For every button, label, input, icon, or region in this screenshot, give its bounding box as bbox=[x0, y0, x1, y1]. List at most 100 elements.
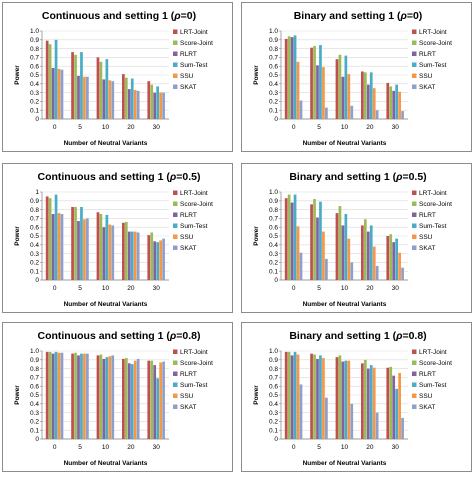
y-tick-label: 0.9 bbox=[269, 357, 278, 364]
bar-skat-30 bbox=[401, 417, 404, 439]
bar-skat-20 bbox=[136, 358, 140, 439]
y-tick-label: 0.5 bbox=[269, 233, 278, 240]
legend: LRT-Joint Score-Joint RLRT Sum-Test SSU SKAT bbox=[412, 349, 452, 411]
bar-lrt-joint-30 bbox=[386, 367, 390, 439]
bar-score-joint-0 bbox=[287, 351, 291, 439]
bar-sum-test-0 bbox=[293, 35, 297, 119]
legend-label: SKAT bbox=[180, 404, 197, 411]
bar-rlrt-5 bbox=[77, 355, 80, 439]
legend-swatch bbox=[412, 382, 417, 387]
bar-skat-20 bbox=[375, 265, 379, 280]
legend: LRT-Joint Score-Joint RLRT Sum-Test SSU SKAT bbox=[173, 349, 213, 411]
bar-rlrt-30 bbox=[153, 92, 157, 119]
y-tick-label: 0.4 bbox=[30, 81, 39, 88]
bar-rlrt-10 bbox=[341, 76, 345, 119]
y-axis-label: Power bbox=[253, 385, 260, 405]
bar-skat-5 bbox=[325, 258, 328, 280]
bar-sum-test-5 bbox=[319, 355, 322, 439]
y-tick-label: 0.2 bbox=[269, 99, 278, 106]
bar-rlrt-0 bbox=[290, 37, 294, 119]
x-axis-label: Number of Neutral Variants bbox=[64, 140, 148, 147]
x-tick-label: 5 bbox=[78, 124, 82, 131]
y-tick-label: 1 bbox=[35, 189, 39, 196]
legend-swatch bbox=[412, 393, 417, 398]
y-tick-label: 0 bbox=[274, 436, 278, 443]
bar-rlrt-20 bbox=[127, 89, 131, 119]
x-tick-label: 10 bbox=[102, 444, 110, 451]
y-tick-label: 0.3 bbox=[269, 90, 278, 97]
legend-label: Sum-Test bbox=[180, 62, 208, 69]
legend-label: Sum-Test bbox=[180, 382, 208, 389]
bar-sum-test-0 bbox=[54, 39, 58, 119]
bar-rlrt-10 bbox=[102, 227, 106, 280]
legend-swatch bbox=[173, 51, 178, 56]
legend-label: SKAT bbox=[419, 245, 436, 252]
y-tick-label: 0.4 bbox=[30, 401, 39, 408]
y-tick-label: 0.3 bbox=[269, 251, 278, 258]
y-tick-label: 0.6 bbox=[269, 383, 278, 390]
bar-skat-5 bbox=[86, 218, 89, 280]
x-tick-label: 0 bbox=[53, 285, 57, 292]
legend-swatch bbox=[412, 51, 417, 56]
bar-ssu-30 bbox=[398, 373, 401, 439]
y-tick-label: 0 bbox=[35, 436, 39, 443]
bar-lrt-joint-0 bbox=[45, 196, 49, 280]
y-tick-label: 0 bbox=[35, 116, 39, 123]
legend-label: SKAT bbox=[419, 84, 436, 91]
x-axis-label: Number of Neutral Variants bbox=[64, 301, 148, 308]
bar-lrt-joint-30 bbox=[147, 360, 151, 439]
y-tick-label: 1.0 bbox=[269, 28, 278, 35]
legend-swatch bbox=[173, 190, 178, 195]
bar-skat-30 bbox=[162, 92, 165, 119]
legend-label: RLRT bbox=[419, 51, 436, 58]
bar-rlrt-10 bbox=[102, 79, 106, 119]
x-axis-label: Number of Neutral Variants bbox=[303, 460, 387, 467]
bar-ssu-5 bbox=[322, 358, 325, 439]
bar-lrt-joint-20 bbox=[122, 222, 125, 280]
bar-rlrt-30 bbox=[153, 365, 157, 439]
x-tick-label: 30 bbox=[392, 444, 400, 451]
legend-label: RLRT bbox=[180, 371, 197, 378]
bar-skat-0 bbox=[60, 69, 64, 119]
bar-sum-test-30 bbox=[395, 238, 399, 280]
x-tick-label: 20 bbox=[127, 124, 135, 131]
legend-swatch bbox=[173, 223, 178, 228]
legend: LRT-Joint Score-Joint RLRT Sum-Test SSU SKAT bbox=[173, 29, 213, 91]
bar-ssu-20 bbox=[372, 367, 376, 439]
y-tick-label: 0.8 bbox=[269, 366, 278, 373]
y-tick-label: 1.0 bbox=[30, 28, 39, 35]
y-tick-label: 0.9 bbox=[269, 37, 278, 44]
bar-rlrt-5 bbox=[316, 217, 319, 280]
legend-label: LRT-Joint bbox=[180, 190, 208, 197]
x-axis-label: Number of Neutral Variants bbox=[303, 140, 387, 147]
x-tick-label: 5 bbox=[78, 444, 82, 451]
bar-rlrt-20 bbox=[366, 231, 370, 280]
legend-swatch bbox=[173, 360, 178, 365]
bar-sum-test-20 bbox=[130, 78, 134, 119]
bar-ssu-30 bbox=[159, 240, 162, 280]
bar-rlrt-5 bbox=[77, 221, 80, 280]
bar-rlrt-30 bbox=[392, 242, 396, 280]
bar-score-joint-5 bbox=[74, 352, 77, 439]
legend-label: Score-Joint bbox=[419, 201, 452, 208]
y-tick-label: 0.7 bbox=[30, 216, 39, 223]
legend-swatch bbox=[412, 223, 417, 228]
bar-ssu-20 bbox=[133, 89, 137, 119]
y-tick-label: 0 bbox=[35, 277, 39, 284]
bar-sum-test-10 bbox=[105, 59, 109, 119]
bar-score-joint-5 bbox=[313, 199, 316, 280]
chart-2: Binary and setting 1 (ρ=0) 0 0.10.2 0.3 0.4 0… bbox=[253, 10, 452, 147]
chart-5: Continuous and setting 1 (ρ=0.8) 0 0.10.2 0… bbox=[14, 330, 213, 467]
y-tick-label: 0.5 bbox=[30, 72, 39, 79]
y-tick-label: 0.3 bbox=[269, 410, 278, 417]
y-tick-label: 0.3 bbox=[30, 251, 39, 258]
y-tick-label: 0.4 bbox=[269, 81, 278, 88]
chart-title: Binary and setting 1 (ρ=0.8) bbox=[289, 330, 426, 342]
y-tick-label: 0.7 bbox=[269, 375, 278, 382]
bar-skat-20 bbox=[375, 110, 379, 119]
bar-skat-30 bbox=[401, 111, 404, 119]
bar-sum-test-5 bbox=[80, 206, 83, 280]
bar-sum-test-0 bbox=[54, 351, 58, 439]
legend-label: RLRT bbox=[180, 51, 197, 58]
bar-rlrt-0 bbox=[290, 355, 294, 439]
